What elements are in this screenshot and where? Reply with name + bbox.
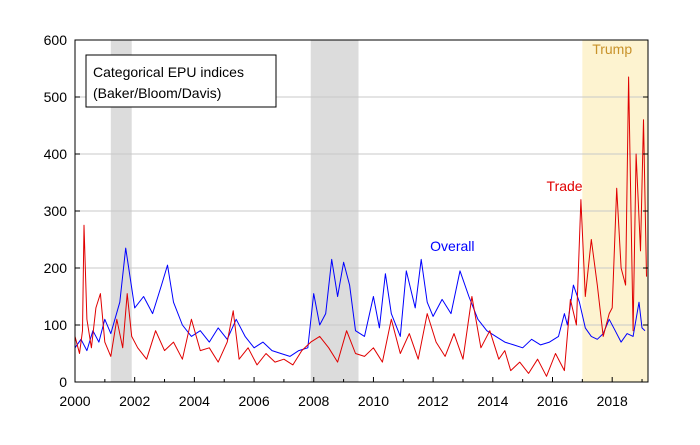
- overall-epu-line: [74, 247, 646, 357]
- y-tick-label-300: 300: [44, 203, 68, 219]
- y-tick-label-500: 500: [44, 89, 68, 105]
- x-tick-label-2006: 2006: [238, 393, 269, 409]
- overall-series-label: Overall: [430, 238, 474, 254]
- series-layer: [74, 76, 647, 377]
- legend-line-1: Categorical EPU indices: [93, 64, 244, 80]
- x-tick-label-2012: 2012: [418, 393, 449, 409]
- axis-layer: 0 100 200 300 400 500 600 2000 2002 2004 2006 2008 2…: [44, 32, 648, 409]
- trade-epu-line: [74, 76, 647, 377]
- x-tick-label-2008: 2008: [298, 393, 329, 409]
- x-tick-label-2002: 2002: [119, 393, 150, 409]
- y-tick-label-200: 200: [44, 260, 68, 276]
- legend-box-frame: [85, 54, 277, 108]
- x-tick-label-2016: 2016: [537, 393, 568, 409]
- x-tick-label-2010: 2010: [358, 393, 389, 409]
- x-tick-label-2014: 2014: [477, 393, 508, 409]
- grid-layer: [75, 96, 648, 326]
- legend-line-2: (Baker/Bloom/Davis): [93, 85, 221, 101]
- trump-label: Trump: [592, 41, 632, 57]
- x-tick-label-2000: 2000: [59, 393, 90, 409]
- trade-series-label: Trade: [547, 178, 583, 194]
- x-tick-label-2018: 2018: [597, 393, 628, 409]
- y-tick-label-600: 600: [44, 32, 68, 48]
- y-tick-label-0: 0: [59, 374, 67, 390]
- y-tick-label-100: 100: [44, 317, 68, 333]
- y-tick-label-400: 400: [44, 146, 68, 162]
- x-tick-label-2004: 2004: [179, 393, 210, 409]
- legend-box: Categorical EPU indices (Baker/Bloom/Dav…: [85, 54, 277, 108]
- annotation-layer: Trump Overall Trade: [430, 41, 632, 254]
